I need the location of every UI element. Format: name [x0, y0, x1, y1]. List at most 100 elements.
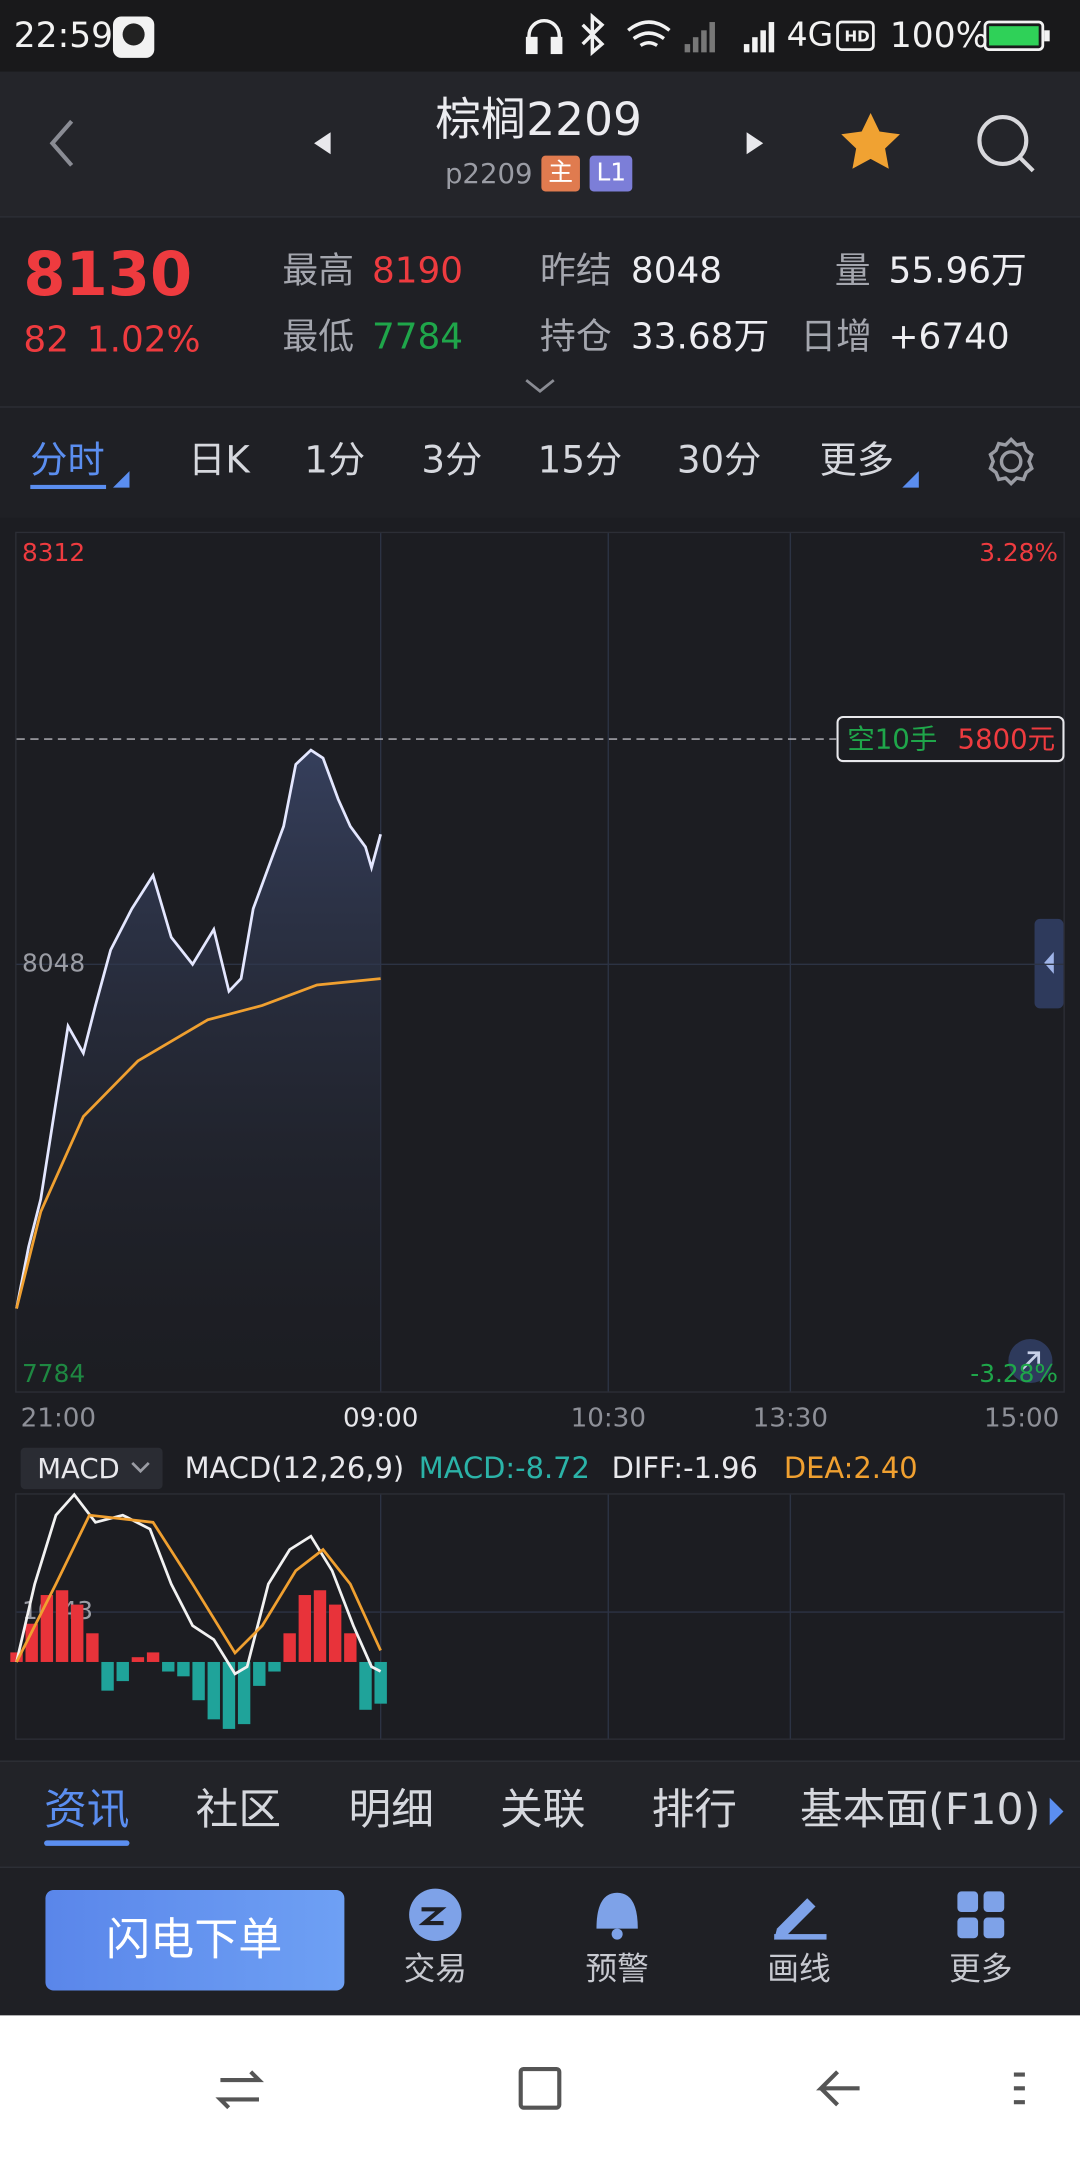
- back-button[interactable]: [49, 119, 74, 167]
- dea-line: [15, 1513, 382, 1663]
- average-line: [15, 977, 381, 1309]
- clock: 22:59: [13, 15, 114, 56]
- period-tab[interactable]: 日K: [188, 439, 250, 483]
- macd-bar: [25, 1623, 38, 1662]
- macd-bar: [192, 1661, 205, 1701]
- favorite-star[interactable]: [841, 112, 900, 169]
- change: 82: [23, 319, 70, 361]
- macd-bar: [131, 1657, 145, 1662]
- macd-bar: [40, 1595, 54, 1662]
- toolbar-item[interactable]: 预警: [585, 1951, 649, 1988]
- order-value: 5800元: [958, 723, 1056, 755]
- macd-bar: [55, 1590, 69, 1662]
- contract-code: p2209: [444, 157, 533, 191]
- fullscreen-icon: [1021, 1351, 1041, 1371]
- stat-label: 日增: [800, 316, 873, 359]
- stat-value: 7784: [371, 316, 464, 359]
- info-tab[interactable]: 社区: [195, 1785, 282, 1835]
- battery-level: 100%: [889, 15, 989, 56]
- change-percent: 1.02%: [86, 319, 201, 361]
- header: [0, 71, 1080, 218]
- info-tab[interactable]: 排行: [651, 1785, 737, 1835]
- search-button[interactable]: [977, 115, 1035, 173]
- macd-bar: [374, 1661, 387, 1704]
- more-tabs-arrow[interactable]: [1049, 1797, 1064, 1826]
- toolbar-item[interactable]: 画线: [767, 1951, 831, 1988]
- info-tabs: [0, 1760, 1080, 1867]
- tab-indicator: [902, 471, 919, 488]
- flash-order-button[interactable]: [45, 1889, 345, 1991]
- badge: 主: [541, 155, 580, 192]
- status-bar: [0, 0, 1080, 72]
- macd-bar: [359, 1661, 372, 1710]
- settings-button[interactable]: [988, 437, 1034, 486]
- y-tick-label: 8312: [22, 538, 85, 567]
- period-tab[interactable]: 30分: [676, 439, 762, 483]
- active-underline: [30, 484, 107, 490]
- macd-bar: [177, 1661, 190, 1677]
- nav-icons[interactable]: [215, 2067, 1025, 2110]
- period-tab[interactable]: 15分: [537, 439, 623, 483]
- period-tab[interactable]: 分时: [30, 439, 105, 483]
- side-handle-arrow: [1044, 951, 1054, 974]
- indicator-name: MACD: [37, 1453, 120, 1485]
- prev-contract[interactable]: [314, 132, 331, 155]
- x-tick-label: 13:30: [753, 1403, 828, 1433]
- order-label: 空10手: [847, 723, 937, 755]
- info-tab[interactable]: 关联: [500, 1785, 586, 1835]
- macd-bar: [207, 1661, 220, 1720]
- indicator-readout: MACD:-8.72: [419, 1451, 590, 1485]
- stat-label: 昨结: [540, 250, 612, 293]
- order-tag: [836, 715, 1065, 763]
- quote-panel: [0, 217, 1080, 408]
- network-type: 4G: [786, 15, 834, 54]
- y-tick-label: 8048: [22, 948, 85, 977]
- price-line: [15, 748, 382, 1309]
- x-tick-label: 15:00: [984, 1403, 1059, 1433]
- flash-order-label[interactable]: 闪电下单: [106, 1913, 283, 1966]
- period-tab[interactable]: 1分: [304, 439, 366, 483]
- stat-value: +6740: [888, 316, 1010, 359]
- indicator-select[interactable]: [20, 1447, 163, 1490]
- select-arrow: [131, 1461, 150, 1474]
- stat-value: 55.96万: [888, 250, 1027, 293]
- price-area: [16, 750, 381, 1392]
- indicator-readout: DIFF:-1.96: [612, 1451, 758, 1485]
- stat-value: 33.68万: [630, 316, 770, 359]
- info-tab[interactable]: 资讯: [44, 1785, 130, 1835]
- y2-tick-label: -3.28%: [970, 1359, 1058, 1388]
- last-price: 8130: [23, 239, 193, 310]
- diff-line: [15, 1492, 382, 1676]
- stat-label: 最高: [282, 250, 355, 293]
- badge: L1: [589, 155, 633, 192]
- x-tick-label: 21:00: [21, 1403, 96, 1433]
- period-tab[interactable]: 3分: [421, 439, 483, 483]
- expand-arrow[interactable]: [525, 379, 555, 393]
- toolbar-item[interactable]: 更多: [949, 1951, 1013, 1988]
- macd-bar: [237, 1661, 251, 1725]
- stat-value: 8048: [630, 250, 723, 293]
- macd-bar: [101, 1661, 114, 1691]
- hd-icon: HD: [844, 28, 869, 46]
- stat-value: 8190: [371, 250, 464, 293]
- macd-bar: [86, 1633, 99, 1662]
- macd-bar: [162, 1661, 175, 1672]
- macd-bar: [116, 1661, 129, 1682]
- macd-bar: [328, 1604, 342, 1662]
- y2-tick-label: 3.28%: [979, 538, 1058, 567]
- info-tab[interactable]: 基本面(F10): [800, 1785, 1041, 1835]
- period-tab[interactable]: 更多: [819, 439, 895, 483]
- nav-bar: [0, 2015, 1080, 2160]
- next-contract[interactable]: [746, 132, 764, 155]
- price-frame: [15, 531, 1065, 1393]
- info-tab[interactable]: 明细: [348, 1785, 434, 1835]
- macd-bar: [283, 1633, 296, 1662]
- macd-bar: [253, 1661, 266, 1686]
- toolbar-item[interactable]: 交易: [403, 1951, 467, 1988]
- macd-bar: [344, 1633, 357, 1662]
